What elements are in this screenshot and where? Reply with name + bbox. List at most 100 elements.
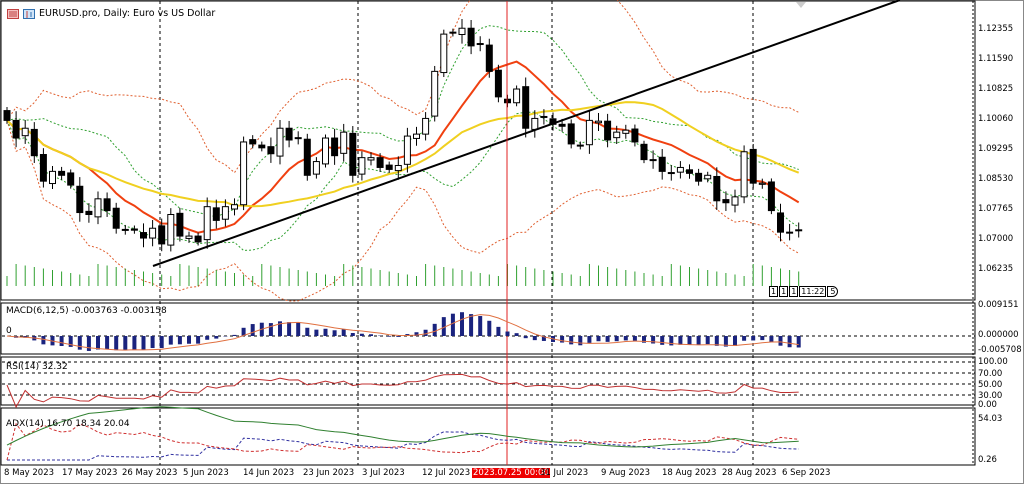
bear-candle [30, 128, 38, 157]
bear-candle [303, 138, 311, 176]
moving-average-slow [6, 101, 800, 208]
bull-candle [49, 170, 56, 185]
date-axis-label: 31 Jul 2023 [540, 468, 589, 478]
macd-bar [660, 336, 665, 345]
bear-candle [258, 144, 266, 149]
macd-bar [105, 336, 110, 350]
macd-bar [705, 336, 710, 345]
bear-candle [777, 212, 784, 233]
macd-zero-label: 0 [6, 326, 12, 336]
bull-candle [149, 227, 157, 239]
price-axis-label: 1.07765 [978, 204, 1014, 214]
bull-candle [94, 198, 102, 218]
macd-bar [296, 322, 301, 336]
bull-candle [185, 235, 193, 239]
bollinger-upper-inner [6, 25, 799, 218]
bull-candle [203, 206, 211, 241]
macd-bar [205, 336, 210, 340]
macd-bar [369, 334, 373, 336]
bull-candle [649, 159, 657, 162]
macd-bar [742, 336, 747, 341]
macd-bar [123, 336, 128, 351]
timer-tag: 5 [827, 286, 839, 297]
price-axis-label: 1.06235 [978, 264, 1014, 274]
macd-bar [560, 336, 565, 343]
bear-candle [476, 43, 484, 46]
macd-bar [496, 326, 501, 336]
timer-widget: 1 1 1 11:22 5 [769, 286, 839, 297]
pane-border [0, 0, 976, 301]
macd-bar [469, 314, 474, 336]
macd-bar [278, 321, 282, 336]
bear-candle [567, 123, 575, 145]
macd-bar [678, 336, 683, 345]
bull-candle [322, 137, 329, 165]
macd-bar [632, 336, 637, 341]
macd-bar [669, 336, 674, 346]
macd-bar [432, 323, 437, 336]
macd-bar [150, 336, 155, 349]
bear-candle [467, 27, 475, 47]
date-axis-label: 17 May 2023 [62, 468, 118, 478]
bull-candle [613, 131, 621, 139]
bull-candle [340, 131, 348, 154]
bear-candle [85, 210, 93, 216]
bear-candle [631, 128, 639, 143]
macd-bar [760, 336, 765, 341]
price-axis-label: 1.11590 [978, 54, 1014, 64]
macd-bar [796, 336, 801, 348]
macd-bar [623, 336, 628, 341]
chart-title-bar: EURUSD.pro, Daily: Euro vs US Dollar [7, 8, 215, 19]
chart-icon[interactable] [23, 8, 35, 19]
date-axis-label: 18 Aug 2023 [662, 468, 717, 478]
macd-bar [323, 328, 328, 336]
macd-bar [168, 336, 173, 345]
bear-candle [558, 123, 566, 127]
macd-bar [341, 329, 346, 336]
macd-bar [305, 327, 310, 336]
bull-candle [312, 161, 320, 175]
macd-bar [114, 336, 119, 351]
bull-candle [622, 129, 630, 134]
bull-candle [540, 115, 548, 118]
bear-candle [722, 199, 730, 204]
macd-bar [359, 333, 364, 336]
macd-axis-max: 0.009151 [978, 300, 1019, 310]
macd-bar [696, 336, 701, 345]
bear-candle [713, 175, 721, 202]
date-axis-label: 12 Jul 2023 [422, 468, 471, 478]
bull-candle [513, 88, 521, 104]
bear-candle [3, 110, 11, 121]
pane-border [0, 302, 976, 355]
bear-candle [385, 164, 393, 170]
bear-candle [39, 154, 47, 182]
macd-bar [187, 336, 191, 344]
moving-average-fast [6, 60, 800, 234]
macd-bar [714, 336, 719, 346]
macd-bar [59, 336, 64, 346]
bull-candle [740, 151, 748, 198]
bull-candle [240, 141, 248, 206]
macd-bar [687, 336, 692, 345]
adx-line [6, 406, 799, 448]
bull-candle [786, 231, 794, 234]
bear-candle [58, 170, 66, 176]
list-icon[interactable] [7, 8, 19, 19]
timer-time: 11:22 [799, 286, 827, 297]
bear-candle [485, 44, 493, 72]
price-axis-label: 1.12355 [978, 24, 1014, 34]
bear-candle [640, 143, 648, 161]
macd-bar [487, 320, 492, 336]
macd-bar [733, 336, 737, 347]
bull-candle [367, 157, 375, 161]
bear-candle [158, 225, 166, 245]
bear-candle [76, 185, 84, 214]
macd-bar [41, 336, 46, 345]
macd-bar [614, 336, 619, 342]
macd-bar [478, 316, 483, 336]
macd-signal-line [6, 314, 799, 351]
bear-candle [194, 235, 202, 243]
macd-bar [86, 336, 91, 351]
bull-candle [758, 182, 766, 185]
